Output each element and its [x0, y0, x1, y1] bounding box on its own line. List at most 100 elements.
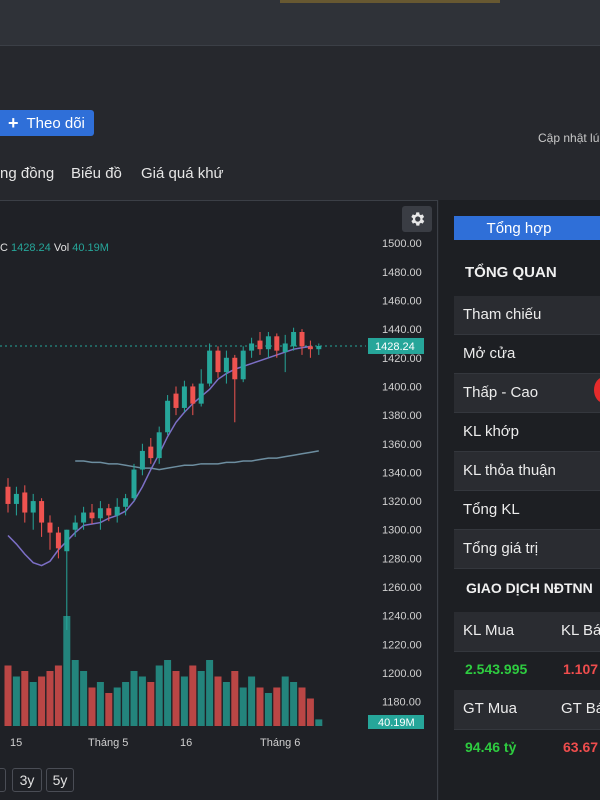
row-kl-thoa-thuan: KL thỏa thuận	[454, 452, 600, 491]
candle-body	[257, 340, 263, 350]
price-chart[interactable]: 1180.00 1200.00 1220.00 1240.00 1260.00 1280.…	[0, 236, 430, 756]
candle-body	[240, 350, 246, 380]
candle-body	[190, 386, 196, 404]
range-button-3y[interactable]: 3y	[12, 768, 42, 792]
row-label: Tổng giá trị	[463, 540, 539, 557]
foreign-trade-title: GIAO DỊCH NĐTNN	[466, 580, 593, 596]
x-tick-label: 16	[180, 737, 192, 749]
chart-settings-button[interactable]	[402, 206, 432, 232]
y-tick-label: 1460.00	[382, 295, 422, 307]
y-tick-label: 1200.00	[382, 668, 422, 680]
gear-icon	[411, 212, 425, 226]
row-label: KL thỏa thuận	[463, 462, 556, 479]
candle-body	[265, 336, 271, 350]
volume-bar	[172, 671, 180, 726]
volume-bar	[96, 682, 104, 726]
candle-body	[5, 486, 11, 504]
candle-body	[223, 357, 229, 373]
y-tick-label: 1440.00	[382, 324, 422, 336]
gt-ban-label: GT Bá	[561, 700, 600, 717]
y-tick-label: 1300.00	[382, 525, 422, 537]
volume-bar	[264, 693, 272, 726]
top-accent	[280, 0, 500, 3]
row-label: Tổng KL	[463, 501, 520, 518]
chart-legend: C 1428.24 Vol 40.19M	[0, 242, 109, 254]
price-indicator-dot	[594, 377, 600, 403]
candle-body	[131, 469, 137, 499]
kl-ban-value: 1.107	[563, 661, 599, 677]
row-tham-chieu: Tham chiếu	[454, 296, 600, 335]
y-tick-label: 1380.00	[382, 410, 422, 422]
gt-mua-label: GT Mua	[463, 700, 517, 717]
tab-giao-dich[interactable]: ng đồng	[0, 165, 55, 182]
x-tick-label: Tháng 6	[260, 737, 300, 749]
legend-vol-label: Vol	[53, 242, 70, 254]
candle-body	[97, 508, 103, 519]
candle-body	[148, 446, 154, 459]
candle-body	[55, 532, 61, 549]
kl-mua-value: 2.543.995	[465, 661, 528, 677]
candle-body	[123, 498, 129, 507]
y-tick-label: 1360.00	[382, 439, 422, 451]
volume-bar	[164, 660, 172, 726]
candle-body	[106, 508, 112, 516]
tab-tong-hop[interactable]: Tổng hợp	[454, 216, 600, 240]
volume-badge-bg	[368, 715, 424, 729]
candle-body	[207, 350, 213, 384]
y-tick-label: 1180.00	[382, 697, 421, 709]
row-label: Mở cửa	[463, 345, 516, 362]
legend-c-label: C	[0, 242, 8, 254]
range-button-partial[interactable]	[0, 768, 6, 792]
plus-icon: +	[8, 113, 19, 133]
candle-body	[156, 432, 162, 459]
volume-bar	[214, 676, 222, 726]
candle-body	[198, 383, 204, 404]
volume-bar	[12, 676, 20, 726]
volume-bar	[298, 687, 306, 726]
candle-body	[215, 350, 221, 373]
y-tick-label: 1280.00	[382, 553, 422, 565]
candle-body	[72, 522, 78, 530]
candle-body	[291, 332, 297, 347]
gt-ban-value: 63.67	[563, 739, 599, 755]
candle-body	[39, 501, 45, 523]
ma-long-line	[75, 450, 319, 471]
volume-bar	[281, 676, 289, 726]
price-badge-bg	[368, 337, 424, 354]
candle-body	[81, 512, 87, 523]
row-thap-cao: Thấp - Cao	[454, 374, 600, 413]
update-text: Cập nhật lú	[538, 131, 600, 145]
tab-gia-qua-khu[interactable]: Giá quá khứ	[141, 165, 224, 182]
volume-bar	[180, 676, 188, 726]
tab-bieu-do[interactable]: Biểu đồ	[71, 165, 122, 182]
candle-body	[282, 343, 288, 353]
volume-bar	[248, 676, 256, 726]
range-button-5y[interactable]: 5y	[46, 768, 74, 792]
candle-body	[165, 400, 171, 433]
header-area	[0, 46, 600, 200]
candle-body	[274, 336, 280, 351]
top-bar	[0, 0, 600, 46]
y-tick-label: 1480.00	[382, 267, 422, 279]
volume-bar	[105, 693, 113, 726]
volume-bar	[80, 671, 88, 726]
volume-bar	[113, 687, 121, 726]
candle-body	[139, 450, 145, 470]
volume-bar	[21, 671, 29, 726]
volume-bar	[155, 665, 163, 726]
candle-body	[64, 529, 70, 552]
volume-bar	[29, 682, 37, 726]
candle-body	[181, 386, 187, 408]
foreign-kl-header	[454, 612, 600, 652]
candle-body	[114, 506, 120, 516]
row-kl-khop: KL khớp	[454, 413, 600, 452]
volume-bar	[71, 660, 79, 726]
volume-bar	[63, 616, 71, 726]
candle-body	[307, 346, 313, 350]
candle-body	[173, 393, 179, 408]
candle-body	[13, 493, 19, 504]
volume-bar	[273, 687, 281, 726]
volume-bar	[231, 671, 239, 726]
candle-body	[22, 492, 28, 513]
follow-button[interactable]: + Theo dõi	[0, 110, 94, 136]
